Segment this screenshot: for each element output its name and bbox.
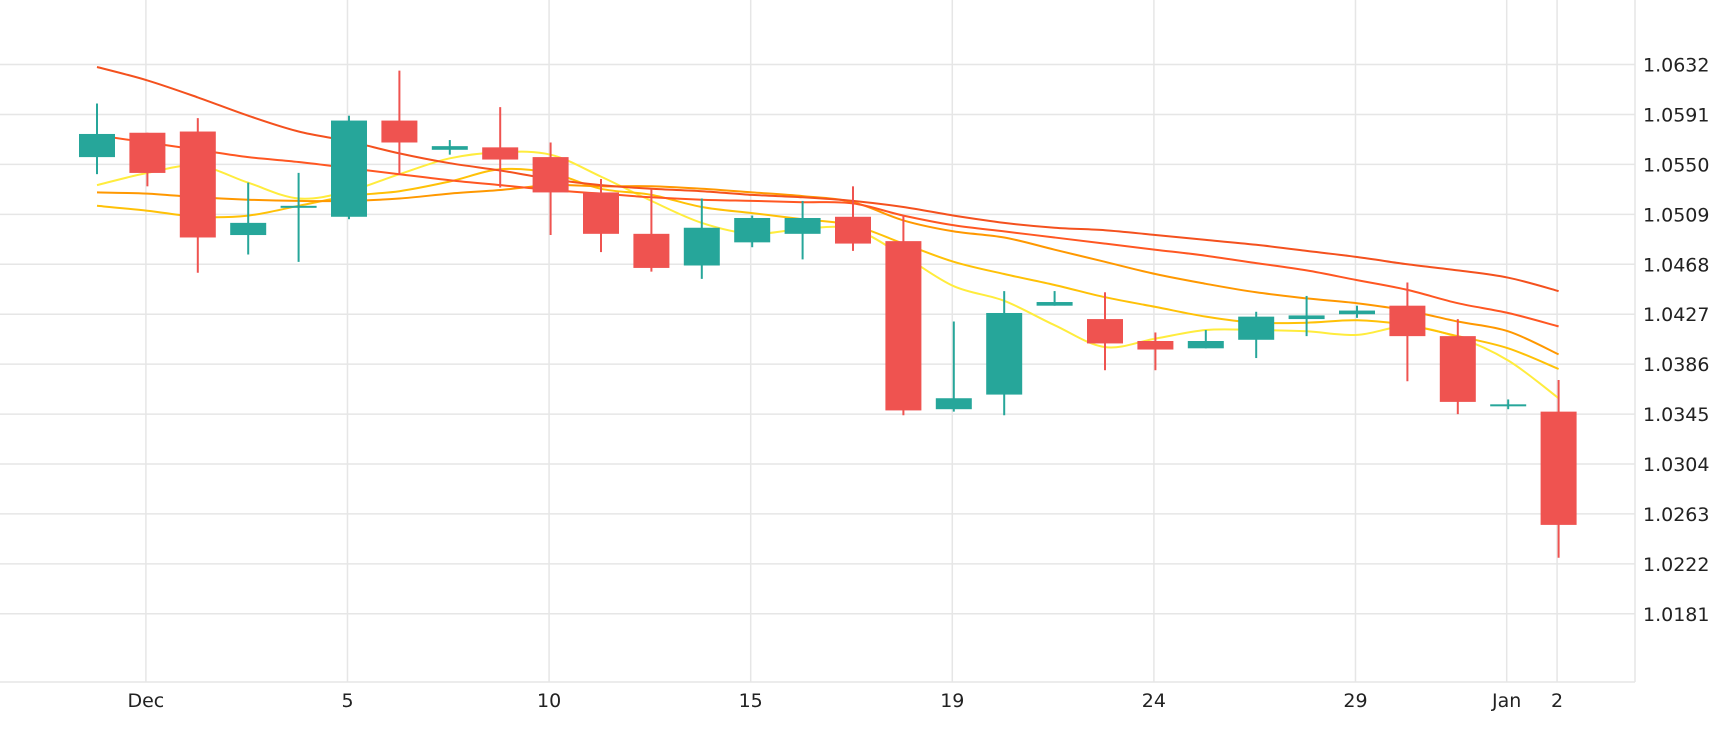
candle bbox=[179, 118, 216, 273]
x-tick-label: 24 bbox=[1142, 690, 1166, 712]
candle bbox=[1490, 399, 1527, 410]
candle-body bbox=[1490, 404, 1527, 407]
candle bbox=[935, 321, 972, 412]
candle-body bbox=[835, 216, 871, 244]
x-tick-label: Dec bbox=[127, 690, 164, 712]
candle bbox=[381, 70, 418, 175]
candle bbox=[532, 142, 569, 236]
y-tick-label: 1.0345 bbox=[1643, 404, 1709, 426]
candle-body bbox=[1087, 319, 1123, 344]
candle bbox=[835, 186, 871, 251]
candle-body bbox=[583, 192, 619, 234]
candle-body bbox=[1238, 316, 1275, 340]
candle-body bbox=[633, 233, 670, 268]
candle bbox=[1540, 379, 1577, 558]
axis-layer: 1.0632 1.0591 1.0550 1.0509 1.0468 1.0427 1.03… bbox=[127, 55, 1709, 712]
moving-average-line-1 bbox=[96, 150, 1560, 399]
candle bbox=[482, 107, 519, 188]
candle bbox=[230, 182, 267, 255]
grid-layer bbox=[0, 0, 1636, 683]
y-tick-label: 1.0591 bbox=[1643, 104, 1709, 126]
candle-body bbox=[1540, 411, 1577, 525]
candle bbox=[1238, 311, 1275, 359]
y-tick-label: 1.0304 bbox=[1643, 454, 1709, 476]
candle-body bbox=[734, 217, 771, 243]
candle bbox=[280, 172, 317, 262]
candle bbox=[1187, 330, 1224, 349]
x-tick-label: 15 bbox=[739, 690, 763, 712]
moving-average-layer bbox=[96, 66, 1560, 399]
x-tick-label: 29 bbox=[1343, 690, 1367, 712]
x-tick-label: 2 bbox=[1551, 690, 1563, 712]
y-tick-label: 1.0181 bbox=[1643, 604, 1709, 626]
candle-body bbox=[1137, 341, 1174, 350]
candle-body bbox=[532, 157, 569, 193]
candle-body bbox=[1288, 315, 1325, 320]
y-tick-label: 1.0222 bbox=[1643, 554, 1709, 576]
candle-body bbox=[129, 132, 166, 173]
candle-body bbox=[230, 222, 267, 236]
candle-body bbox=[431, 146, 468, 150]
candle-body bbox=[1036, 302, 1073, 306]
candle bbox=[683, 198, 720, 279]
y-tick-label: 1.0468 bbox=[1643, 254, 1709, 276]
candle-body bbox=[1439, 336, 1476, 402]
candle bbox=[129, 132, 166, 187]
candle bbox=[1137, 332, 1174, 371]
candle-body bbox=[79, 133, 115, 158]
candle bbox=[79, 103, 115, 175]
candle bbox=[1339, 305, 1375, 318]
candle bbox=[1439, 319, 1476, 415]
candle bbox=[431, 140, 468, 155]
candle bbox=[1036, 291, 1073, 306]
candle-body bbox=[935, 398, 972, 410]
candle bbox=[633, 188, 670, 272]
candle bbox=[1087, 292, 1123, 371]
y-tick-label: 1.0550 bbox=[1643, 154, 1709, 176]
y-tick-label: 1.0263 bbox=[1643, 504, 1709, 526]
candle bbox=[331, 115, 367, 220]
x-tick-label: 10 bbox=[537, 690, 561, 712]
candle-body bbox=[1187, 341, 1224, 349]
moving-average-line-3 bbox=[96, 183, 1560, 356]
candle-layer bbox=[79, 70, 1577, 558]
x-tick-label: Jan bbox=[1491, 690, 1521, 712]
candle-body bbox=[482, 147, 519, 160]
candle-body bbox=[280, 205, 317, 208]
y-tick-label: 1.0427 bbox=[1643, 304, 1709, 326]
candle-body bbox=[986, 312, 1023, 395]
candle-body bbox=[1389, 305, 1426, 337]
candle-body bbox=[331, 120, 367, 217]
x-tick-label: 5 bbox=[341, 690, 353, 712]
moving-average-line-5 bbox=[96, 66, 1559, 293]
candle-body bbox=[381, 120, 418, 143]
y-tick-label: 1.0632 bbox=[1643, 55, 1709, 77]
candle bbox=[583, 179, 619, 253]
candle-body bbox=[784, 217, 821, 234]
y-tick-label: 1.0386 bbox=[1643, 354, 1709, 376]
candle bbox=[734, 215, 771, 248]
candle bbox=[784, 200, 821, 260]
candle bbox=[885, 215, 922, 416]
candle-body bbox=[885, 241, 922, 411]
candle-body bbox=[683, 227, 720, 266]
candle bbox=[1389, 282, 1426, 382]
x-tick-label: 19 bbox=[940, 690, 964, 712]
candle bbox=[986, 291, 1023, 416]
candle-body bbox=[1339, 310, 1375, 315]
candle bbox=[1288, 295, 1325, 337]
y-tick-label: 1.0509 bbox=[1643, 204, 1709, 226]
candle-body bbox=[179, 131, 216, 238]
